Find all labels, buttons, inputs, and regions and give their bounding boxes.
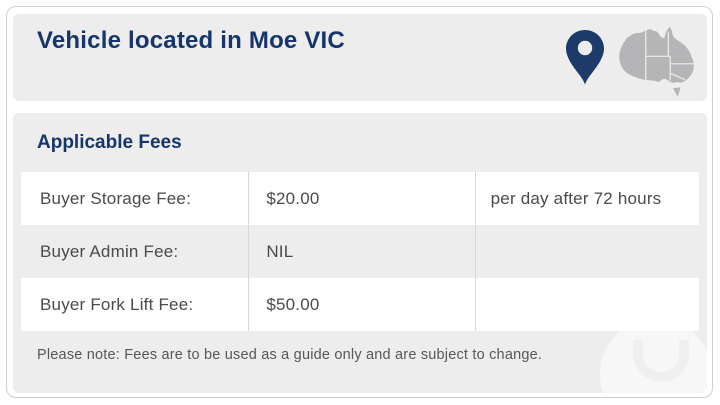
page-title: Vehicle located in Moe VIC (37, 27, 345, 54)
vehicle-fees-card: Vehicle located in Moe VIC (6, 6, 713, 398)
fees-table: Buyer Storage Fee: $20.00 per day after … (21, 172, 699, 331)
footnote: Please note: Fees are to be used as a gu… (37, 347, 543, 363)
fee-label-cell: Buyer Admin Fee: (40, 241, 179, 261)
fee-value-cell: $20.00 (248, 172, 474, 225)
fee-value-cell: NIL (248, 225, 474, 278)
fee-note-cell: per day after 72 hours (474, 172, 699, 225)
fee-note-cell (474, 278, 699, 331)
applicable-fees-panel: Applicable Fees Buyer Storage Fee: $20.0… (13, 113, 707, 393)
fee-note-cell (474, 225, 699, 278)
fee-value-cell: $50.00 (248, 278, 474, 331)
australia-map-icon (611, 24, 705, 98)
watermark-logo-mark (633, 340, 689, 382)
table-row: Buyer Storage Fee: $20.00 per day after … (21, 172, 699, 225)
fee-label-cell: Buyer Storage Fee: (40, 188, 192, 208)
location-header-panel: Vehicle located in Moe VIC (13, 14, 707, 101)
section-heading: Applicable Fees (37, 132, 182, 153)
table-row: Buyer Fork Lift Fee: $50.00 (21, 278, 699, 331)
fee-label-cell: Buyer Fork Lift Fee: (40, 294, 194, 314)
location-pin-icon (565, 29, 605, 87)
table-row: Buyer Admin Fee: NIL (21, 225, 699, 278)
